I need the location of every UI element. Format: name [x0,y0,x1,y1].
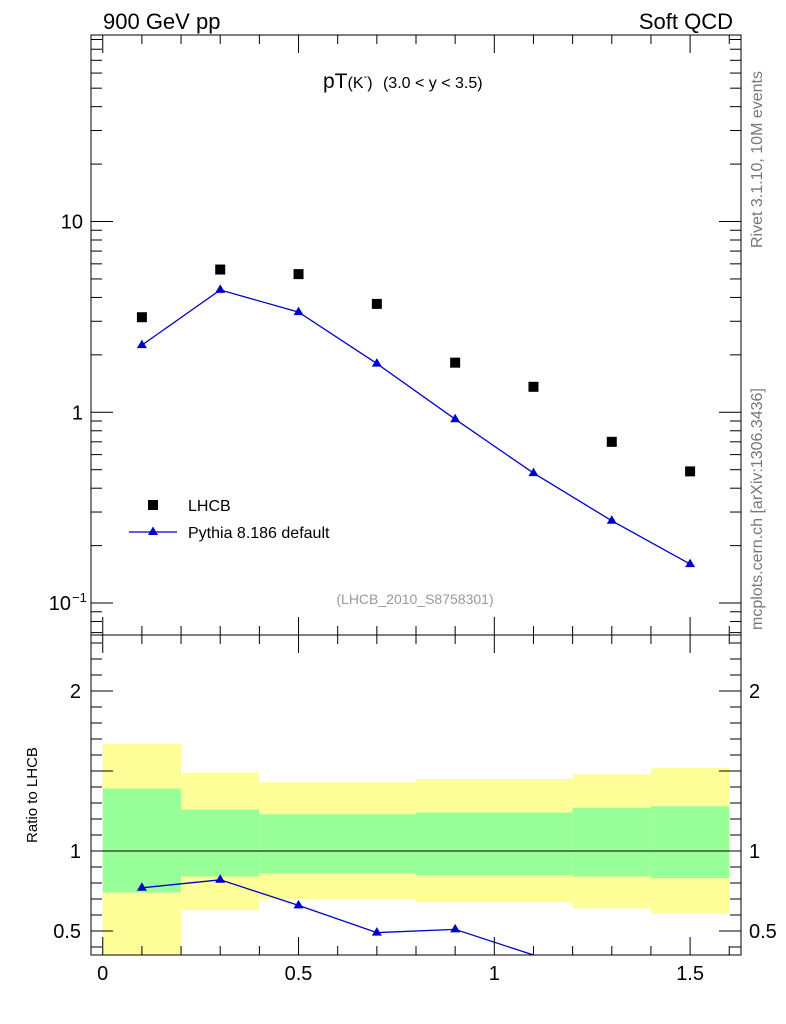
lhcb-data-point [685,466,696,477]
series-lhcb [136,264,696,477]
x-tick-label: 1.5 [676,963,704,985]
pythia-data-point [685,558,696,568]
ratio-data-point [371,927,382,936]
lhcb-data-point [136,312,147,323]
plot-title-main: pT [323,70,348,93]
y-tick-label: 1 [72,402,83,424]
x-tick-label: 1 [489,963,500,985]
legend-marker-pythia [148,526,158,535]
plot-title-particle: (K [348,75,364,92]
ratio-y-axis-label: Ratio to LHCB [24,747,41,843]
lhcb-data-point [528,381,539,392]
ratio-plot-ticks [91,635,741,955]
y-tick-label-right: 0.5 [749,921,777,943]
pythia-data-point [450,413,461,423]
lhcb-data-point [371,298,382,309]
y-tick-label: 10 [61,212,83,234]
y-tick-label: 0.5 [53,921,81,943]
ratio-line [141,879,534,956]
plot-title-close: ) [367,75,372,92]
header-left-label: 900 GeV pp [103,9,220,34]
analysis-tag: (LHCB_2010_S8758301) [336,591,493,607]
ratio-plot-panel: 2 2 1 1 0.5 0.5 0 0.5 1 1.5 Ratio to LHCB [24,634,777,985]
inner-uncertainty-band [650,806,730,879]
plot-title-sup: - [364,71,368,83]
lhcb-data-point [450,357,461,368]
y-tick-label-exponent: −1 [72,590,87,605]
legend: LHCB Pythia 8.186 default [129,498,330,542]
inner-uncertainty-band [181,809,260,877]
legend-marker-lhcb [148,500,158,510]
pythia-data-point [371,358,382,367]
lhcb-data-point [293,269,304,280]
pythia-data-point [293,306,304,316]
inner-uncertainty-band [572,807,651,877]
main-plot-ticks [91,35,741,635]
inner-uncertainty-band [102,788,182,893]
series-pythia [136,284,696,568]
lhcb-data-point [215,264,226,275]
side-rivet-label: Rivet 3.1.10, 10M events [749,71,766,248]
plot-title: pT(K-) (3.0 < y < 3.5) [323,70,483,93]
ratio-plot-tick-labels: 2 2 1 1 0.5 0.5 0 0.5 1 1.5 [53,681,777,985]
y-tick-label-right: 1 [749,841,760,863]
plot-title-range: (3.0 < y < 3.5) [383,75,483,92]
pythia-data-point [606,515,617,524]
ratio-data-point [293,899,304,909]
pythia-data-point [136,339,147,349]
inner-uncertainty-band [259,814,416,874]
pythia-line [141,289,691,565]
y-tick-label-right: 2 [749,681,760,703]
y-tick-label: 10 [49,593,71,615]
legend-label-pythia: Pythia 8.186 default [188,525,330,542]
header-right-label: Soft QCD [639,9,733,34]
x-tick-label: 0.5 [285,963,313,985]
y-tick-label: 2 [70,681,81,703]
ratio-data-point [136,882,147,891]
pythia-data-point [215,284,226,293]
ratio-series-pythia [136,874,534,956]
ratio-data-point [215,874,226,883]
ratio-data-point [450,923,461,933]
main-plot-frame [90,34,742,636]
side-mcplots-label: mcplots.cern.ch [arXiv:1306.3436] [749,388,766,630]
uncertainty-bands [102,743,730,955]
pythia-data-point [528,467,539,477]
x-tick-label: 0 [97,963,108,985]
inner-uncertainty-band [416,812,573,875]
legend-label-lhcb: LHCB [188,498,231,515]
y-tick-label: 1 [70,841,81,863]
lhcb-data-point [606,436,617,447]
